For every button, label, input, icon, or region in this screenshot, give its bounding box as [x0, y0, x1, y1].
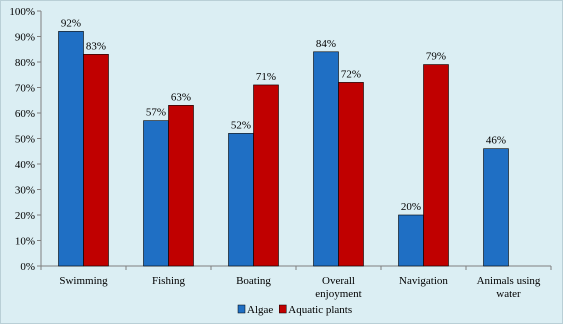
x-tick-label: Boating	[236, 275, 271, 287]
bar-algae	[313, 51, 339, 267]
y-tick-label: 40%	[15, 159, 35, 171]
bar-algae	[228, 133, 254, 267]
y-tick-label: 50%	[15, 134, 35, 146]
y-tick-label: 90%	[15, 32, 35, 44]
y-tick-label: 10%	[15, 236, 35, 248]
x-tick-label: Overall	[322, 275, 355, 287]
bar-aquatic-plants	[253, 84, 279, 267]
x-tick-label: Navigation	[399, 275, 448, 287]
data-label: 84%	[316, 38, 336, 50]
x-tick-label: Swimming	[59, 275, 108, 287]
y-tick-label: 70%	[15, 83, 35, 95]
bar-aquatic-plants	[83, 54, 109, 267]
value-labels: 92% 83% 57% 63% 52% 71% 84% 72% 20% 79% 46%	[61, 17, 506, 213]
y-tick-label: 60%	[15, 108, 35, 120]
data-label: 63%	[171, 91, 191, 103]
bar-algae	[398, 214, 424, 267]
bar-aquatic-plants	[338, 82, 364, 267]
data-label: 57%	[146, 107, 166, 119]
axes	[37, 10, 552, 270]
data-label: 46%	[486, 135, 506, 147]
legend: Algae Aquatic plants	[237, 304, 352, 316]
y-tick-label: 80%	[15, 57, 35, 69]
legend-label: Algae	[247, 304, 273, 316]
bar-algae	[483, 148, 509, 267]
x-tick-label: enjoyment	[315, 288, 361, 300]
y-tick-label: 30%	[15, 185, 35, 197]
bars	[58, 31, 509, 267]
x-tick-label: Fishing	[152, 275, 186, 287]
data-label: 79%	[426, 51, 446, 63]
data-label: 83%	[86, 40, 106, 52]
data-label: 52%	[231, 119, 251, 131]
y-tick-label: 0%	[20, 261, 35, 273]
x-tick-label: water	[496, 288, 521, 300]
data-label: 72%	[341, 68, 361, 80]
data-label: 71%	[256, 71, 276, 83]
x-tick-label: Animals using	[477, 275, 541, 287]
y-tick-label: 20%	[15, 210, 35, 222]
data-label: 92%	[61, 17, 81, 29]
y-tick-labels: 0% 10% 20% 30% 40% 50% 60% 70% 80% 90% 100%	[9, 6, 35, 273]
legend-swatch	[279, 304, 287, 314]
bar-aquatic-plants	[168, 105, 194, 267]
data-label: 20%	[401, 201, 421, 213]
bar-algae	[58, 31, 84, 267]
legend-label: Aquatic plants	[288, 304, 352, 316]
legend-swatch	[237, 304, 246, 314]
bar-algae	[143, 120, 169, 267]
bar-aquatic-plants	[423, 64, 449, 267]
y-tick-label: 100%	[9, 6, 35, 18]
